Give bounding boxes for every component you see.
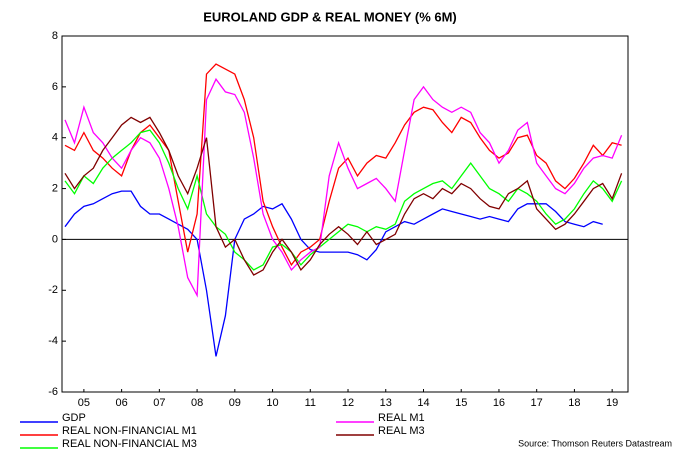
legend-label: REAL M3 [378,425,425,437]
x-tick-label: 05 [78,397,90,409]
legend-label: REAL M1 [378,412,425,424]
legend-label: REAL NON-FINANCIAL M3 [62,438,197,450]
y-tick-label: 4 [52,132,58,144]
series-line [64,190,603,357]
series-line [64,116,623,276]
y-tick-label: 6 [52,81,58,93]
y-tick-label: 0 [52,233,58,245]
y-tick-label: -2 [48,284,58,296]
x-tick-label: 19 [606,397,618,409]
series-line [64,77,623,298]
x-tick-label: 13 [380,397,392,409]
x-tick-label: 12 [342,397,354,409]
source-note: Source: Thomson Reuters Datastream [518,438,672,448]
y-tick-label: 2 [52,182,58,194]
x-tick-label: 10 [266,397,278,409]
y-tick-label: 8 [52,30,58,42]
series-line [64,129,623,271]
legend-label: REAL NON-FINANCIAL M1 [62,425,197,437]
x-tick-label: 09 [229,397,241,409]
x-tick-label: 17 [531,397,543,409]
x-tick-label: 16 [493,397,505,409]
x-tick-label: 14 [417,397,429,409]
chart-title: EUROLAND GDP & REAL MONEY (% 6M) [203,9,457,24]
y-tick-label: -6 [48,386,58,398]
x-tick-label: 18 [568,397,580,409]
x-tick-label: 11 [305,397,316,409]
x-tick-label: 08 [191,397,203,409]
x-tick-label: 07 [153,397,165,409]
plot-frame [61,35,629,393]
x-tick-label: 15 [455,397,467,409]
series-line [64,63,622,267]
x-tick-label: 06 [115,397,127,409]
legend-label: GDP [62,412,86,424]
y-tick-label: -4 [48,335,58,347]
